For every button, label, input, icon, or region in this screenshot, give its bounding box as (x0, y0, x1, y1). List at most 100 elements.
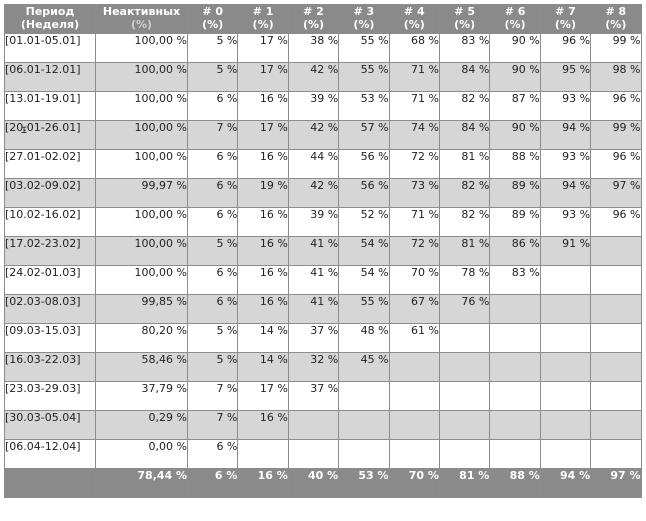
header-week-2[interactable]: # 2 (%) (287, 4, 340, 34)
week-cell: 96 % (590, 207, 642, 237)
week-cell: 84 % (438, 62, 491, 92)
week-cell (489, 352, 541, 382)
period-cell: [13.01-19.01] (4, 91, 96, 121)
table-row: [09.03-15.03] 80,20 % 5 % 14 % 37 % 48 % 61 % (4, 323, 642, 353)
week-cell: 16 % (237, 149, 289, 179)
period-cell: [06.04-12.04] (4, 439, 96, 469)
week-cell: 16 % (237, 294, 289, 324)
week-cell: 17 % (237, 120, 289, 150)
week-cell: 98 % (590, 62, 642, 92)
week-cell: 72 % (388, 149, 440, 179)
week-cell (388, 352, 440, 382)
header-week-6[interactable]: # 6 (%) (489, 4, 541, 34)
inactive-cell: 80,20 % (95, 323, 188, 353)
week-cell: 41 % (287, 236, 340, 266)
period-cell: [27.01-02.02] (4, 149, 96, 179)
week-cell: 90 % (489, 120, 541, 150)
week-cell: 55 % (338, 33, 390, 63)
week-cell: 56 % (338, 149, 390, 179)
week-cell: 17 % (237, 62, 289, 92)
week-cell: 39 % (287, 207, 340, 237)
header-week-4[interactable]: # 4 (%) (388, 4, 440, 34)
header-week-unit: (%) (454, 18, 476, 31)
header-week-8[interactable]: # 8 (%) (590, 4, 642, 34)
header-period[interactable]: Период (Неделя) (4, 4, 96, 34)
totals-week-cell: 16 % (237, 468, 289, 498)
totals-week-cell: 88 % (489, 468, 541, 498)
header-week-unit: (%) (252, 18, 274, 31)
totals-inactive-cell: 78,44 % (95, 468, 188, 498)
week-cell: 42 % (287, 62, 340, 92)
week-cell: 82 % (438, 91, 491, 121)
week-cell: 6 % (186, 178, 239, 208)
week-cell: 97 % (590, 178, 642, 208)
week-cell (539, 381, 592, 411)
table-row: [03.02-09.02] 99,97 % 6 % 19 % 42 % 56 % 73 % 8… (4, 178, 642, 208)
header-week-1[interactable]: # 1 (%) (237, 4, 289, 34)
week-cell: 42 % (287, 178, 340, 208)
totals-week-cell: 6 % (186, 468, 239, 498)
week-cell: 16 % (237, 91, 289, 121)
table-row: [10.02-16.02] 100,00 % 6 % 16 % 39 % 52 % 71 %… (4, 207, 642, 237)
header-week-unit: (%) (504, 18, 526, 31)
header-week-7[interactable]: # 7 (%) (539, 4, 592, 34)
header-week-5[interactable]: # 5 (%) (438, 4, 491, 34)
week-cell (237, 439, 289, 469)
header-week-unit: (%) (353, 18, 375, 31)
week-cell: 56 % (338, 178, 390, 208)
week-cell: 99 % (590, 33, 642, 63)
week-cell (388, 410, 440, 440)
week-cell: 99 % (590, 120, 642, 150)
header-inactive-line2: (%) (130, 18, 153, 31)
week-cell: 52 % (338, 207, 390, 237)
week-cell: 14 % (237, 352, 289, 382)
week-cell: 81 % (438, 236, 491, 266)
week-cell: 71 % (388, 62, 440, 92)
week-cell: 5 % (186, 352, 239, 382)
inactive-cell: 100,00 % (95, 120, 188, 150)
week-cell: 54 % (338, 265, 390, 295)
week-cell: 6 % (186, 265, 239, 295)
week-cell: 95 % (539, 62, 592, 92)
table-row: [27.01-02.02] 100,00 % 6 % 16 % 44 % 56 % 72 %… (4, 149, 642, 179)
week-cell: 96 % (590, 91, 642, 121)
inactive-cell: 100,00 % (95, 265, 188, 295)
table-row: [02.03-08.03] 99,85 % 6 % 16 % 41 % 55 % 67 % 7… (4, 294, 642, 324)
week-cell: 5 % (186, 33, 239, 63)
week-cell (489, 381, 541, 411)
week-cell: 48 % (338, 323, 390, 353)
week-cell: 5 % (186, 236, 239, 266)
header-inactive[interactable]: Неактивных (%) (95, 4, 188, 34)
table-row: [16.03-22.03] 58,46 % 5 % 14 % 32 % 45 % (4, 352, 642, 382)
header-week-label: # 3 (353, 5, 375, 19)
week-cell: 41 % (287, 265, 340, 295)
week-cell: 17 % (237, 381, 289, 411)
inactive-cell: 99,97 % (95, 178, 188, 208)
inactive-cell: 99,85 % (95, 294, 188, 324)
week-cell: 94 % (539, 120, 592, 150)
table-row: [17.02-23.02] 100,00 % 5 % 16 % 41 % 54 % 72 %… (4, 236, 642, 266)
header-period-line1: Период (25, 5, 75, 19)
table-row: [06.01-12.01] 100,00 % 5 % 17 % 42 % 55 % 71 %… (4, 62, 642, 92)
week-cell: 87 % (489, 91, 541, 121)
table-header: Период (Неделя) Неактивных (%) # 0 (%) # … (4, 4, 642, 34)
period-cell: [24.02-01.03] (4, 265, 96, 295)
inactive-cell: 100,00 % (95, 149, 188, 179)
week-cell: 16 % (237, 207, 289, 237)
header-week-3[interactable]: # 3 (%) (338, 4, 390, 34)
header-week-label: # 7 (555, 5, 576, 19)
week-cell (539, 410, 592, 440)
week-cell: 54 % (338, 236, 390, 266)
totals-week-cell: 40 % (287, 468, 340, 498)
week-cell: 6 % (186, 91, 239, 121)
inactive-cell: 0,29 % (95, 410, 188, 440)
header-week-0[interactable]: # 0 (%) (186, 4, 239, 34)
week-cell: 83 % (438, 33, 491, 63)
week-cell: 55 % (338, 294, 390, 324)
header-inactive-line1: Неактивных (102, 5, 181, 19)
period-cell: [02.03-08.03] (4, 294, 96, 324)
week-cell (287, 439, 340, 469)
week-cell (590, 381, 642, 411)
week-cell: 37 % (287, 381, 340, 411)
inactive-cell: 0,00 % (95, 439, 188, 469)
